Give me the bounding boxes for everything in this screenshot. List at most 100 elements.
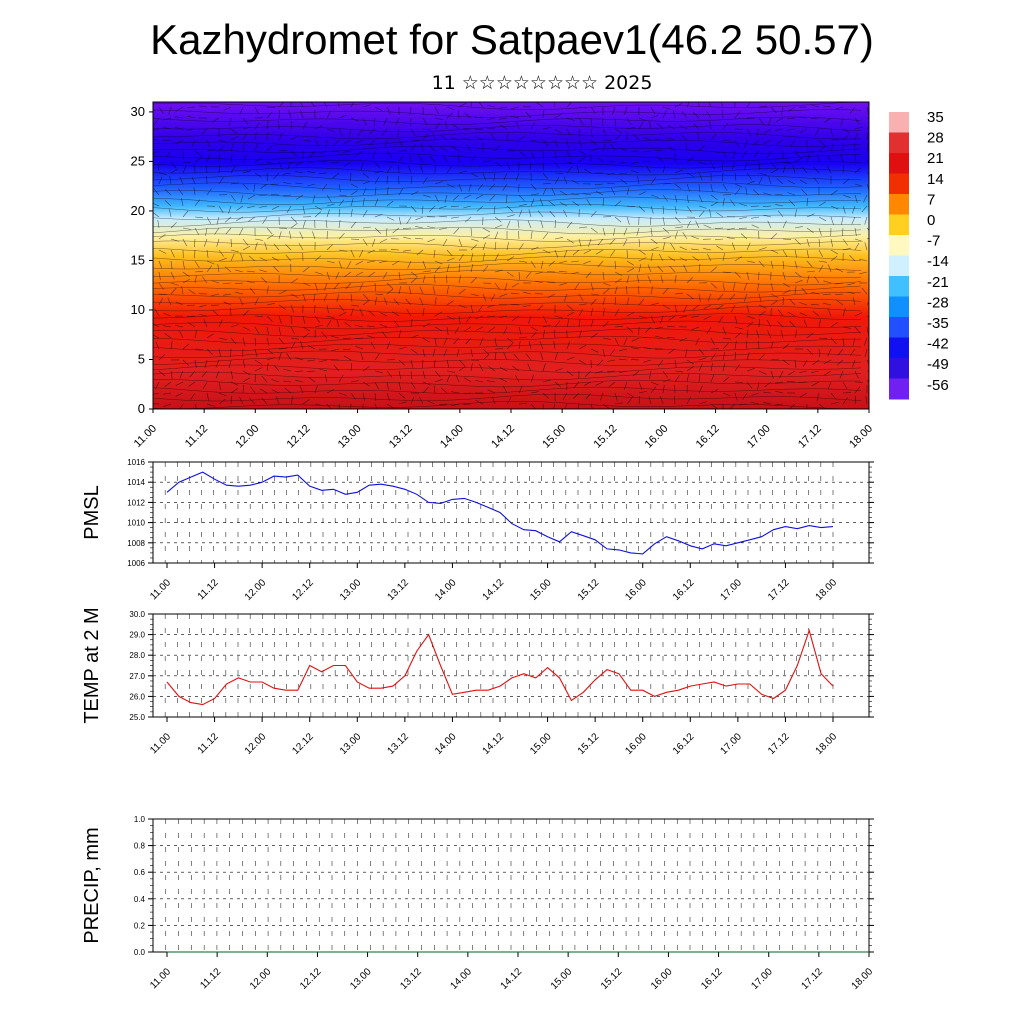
- heatmap-xtick: 13.00: [336, 423, 364, 451]
- heatmap-ytick: 0: [138, 401, 145, 416]
- series-line: [166, 471, 834, 555]
- heatmap-xtick: 12.00: [233, 423, 261, 451]
- panel-ylabel: PRECIP, mm: [81, 827, 103, 943]
- heatmap-panel: 0 5 10 15 20 25 30 11.00 11.12 12.00 12.12 13.00 13.…: [131, 101, 875, 451]
- panel-xtick: 14.00: [433, 577, 459, 603]
- panel-xtick: 12.00: [243, 731, 269, 757]
- panel-xtick: 16.00: [623, 577, 649, 603]
- panel-ytick: 1.0: [134, 815, 146, 824]
- panel-xtick: 13.12: [386, 577, 412, 603]
- colorbar-label: 35: [927, 109, 944, 126]
- panel-ytick: 1008: [127, 539, 145, 548]
- panel-ytick: 29.0: [129, 631, 145, 640]
- colorbar-label: 21: [927, 150, 944, 167]
- panel-xtick: 18.00: [814, 731, 840, 757]
- panel-ytick: 0.8: [134, 842, 146, 851]
- panel-xtick: 16.12: [671, 577, 697, 603]
- panel-ytick: 28.0: [129, 651, 145, 660]
- panel-xtick: 15.00: [528, 577, 554, 603]
- colorbar-label: -42: [927, 336, 949, 353]
- heatmap-xtick: 11.12: [183, 423, 210, 450]
- panel-xtick: 15.00: [528, 731, 554, 757]
- panel-ytick: 1010: [127, 519, 145, 528]
- panel-xtick: 18.00: [814, 577, 840, 603]
- panel-xtick: 16.12: [699, 966, 725, 992]
- panel-xtick: 11.00: [148, 731, 173, 756]
- panel-xtick: 14.12: [481, 731, 507, 757]
- panel-ytick: 1014: [127, 478, 145, 487]
- contour-lines: [153, 102, 862, 409]
- panel-ytick: 25.0: [129, 713, 145, 722]
- series-line: [166, 628, 834, 706]
- panel-xtick: 16.12: [671, 731, 697, 757]
- heatmap-xtick: 14.00: [438, 423, 466, 451]
- panel-ytick: 26.0: [129, 692, 145, 701]
- panel-ytick: 27.0: [129, 672, 145, 681]
- panel-xtick: 14.12: [481, 577, 507, 603]
- wind-barbs: [153, 102, 869, 409]
- heatmap-ytick: 30: [131, 104, 145, 119]
- panel-frame: [152, 613, 870, 718]
- heatmap-xtick: 16.00: [643, 423, 671, 451]
- heatmap-ytick: 15: [131, 252, 145, 267]
- panel-ytick: 0.2: [134, 921, 146, 930]
- panel-ytick: 1006: [127, 559, 145, 568]
- colorbar-label: -35: [927, 315, 949, 332]
- heatmap-ytick: 10: [131, 302, 145, 317]
- panel-xtick: 12.12: [290, 731, 316, 757]
- panel-xtick: 11.12: [196, 731, 221, 756]
- panel-xtick: 17.00: [719, 577, 745, 603]
- heatmap-xtick: 16.12: [694, 423, 722, 451]
- colorbar-label: 28: [927, 130, 944, 147]
- heatmap-xtick: 12.12: [285, 423, 313, 451]
- panel-xtick: 13.12: [398, 966, 424, 992]
- heatmap-xtick: 15.00: [540, 423, 568, 451]
- panel-xtick: 13.00: [338, 577, 364, 603]
- panel-ytick: 0.4: [134, 895, 146, 904]
- panel-xtick: 15.12: [576, 731, 602, 757]
- colorbar-label: -56: [927, 377, 949, 394]
- panel-frame: [152, 461, 870, 564]
- heatmap-ytick: 25: [131, 153, 145, 168]
- panel-xtick: 14.12: [499, 966, 525, 992]
- heatmap-field: [153, 102, 869, 409]
- panel-xtick: 13.00: [338, 731, 364, 757]
- panel-xtick: 17.12: [800, 966, 826, 992]
- panel-xtick: 11.12: [198, 966, 223, 991]
- panel-xtick: 12.12: [298, 966, 324, 992]
- heatmap-xtick: 15.12: [591, 423, 619, 451]
- colorbar-label: -49: [927, 356, 949, 373]
- panel-xtick: 16.00: [649, 966, 675, 992]
- colorbar: 35 28 21 14 7 0 -7 -14 -21 -28 -35 -42 -49 -56: [889, 109, 949, 400]
- heatmap-xtick: 11.00: [132, 423, 159, 450]
- line-panel-3: 1.0 0.8 0.6 0.4 0.2 0.011.00 11.12 12.00 12.12 13…: [81, 815, 875, 992]
- panel-ytick: 1016: [127, 458, 145, 467]
- colorbar-label: -14: [927, 253, 949, 270]
- colorbar-label: 14: [927, 171, 944, 188]
- panel-xtick: 14.00: [449, 966, 475, 992]
- heatmap-ytick: 5: [138, 351, 145, 366]
- panel-xtick: 17.00: [719, 731, 745, 757]
- panel-xtick: 11.00: [148, 577, 173, 602]
- panel-xtick: 14.00: [433, 731, 459, 757]
- panel-xtick: 15.12: [576, 577, 602, 603]
- heatmap-xtick: 13.12: [387, 423, 415, 451]
- page-subtitle: 11 ☆☆☆☆☆☆☆☆ 2025: [431, 72, 653, 94]
- panel-xtick: 18.00: [850, 966, 876, 992]
- panel-xtick: 15.00: [549, 966, 575, 992]
- panel-xtick: 17.12: [766, 577, 792, 603]
- panel-xtick: 13.00: [348, 966, 374, 992]
- colorbar-label: 0: [927, 212, 935, 229]
- panel-xtick: 12.12: [290, 577, 316, 603]
- panel-xtick: 16.00: [623, 731, 649, 757]
- colorbar-label: -7: [927, 233, 940, 250]
- panel-xtick: 11.12: [196, 577, 221, 602]
- panel-ytick: 0.0: [134, 948, 146, 957]
- panel-ytick: 1012: [127, 498, 145, 507]
- panel-xtick: 13.12: [386, 731, 412, 757]
- panel-ytick: 0.6: [134, 868, 146, 877]
- heatmap-xtick: 17.00: [745, 423, 773, 451]
